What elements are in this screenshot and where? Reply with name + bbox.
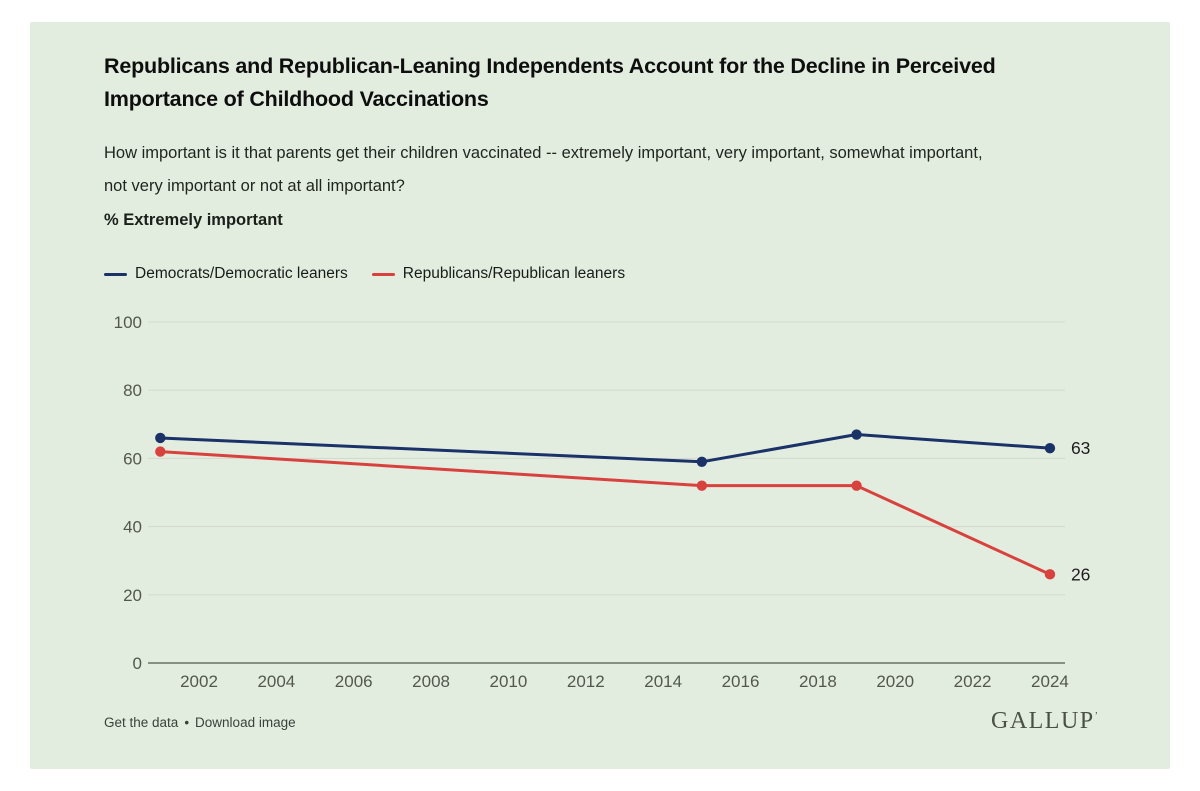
data-point	[1044, 569, 1056, 580]
x-tick-label: 2014	[644, 672, 682, 691]
x-tick-label: 2004	[257, 672, 295, 691]
y-tick-label: 40	[123, 518, 142, 537]
x-tick-label: 2018	[799, 672, 837, 691]
x-tick-label: 2008	[412, 672, 450, 691]
series-line-republicans	[158, 450, 1052, 576]
data-point	[851, 429, 862, 440]
gallup-logo: GALLUPʼ	[990, 708, 1098, 734]
y-tick-label: 0	[133, 654, 142, 673]
legend: Democrats/Democratic leaners Republicans…	[104, 265, 625, 283]
footer-separator: •	[184, 715, 190, 730]
legend-label-democrats: Democrats/Democratic leaners	[135, 265, 348, 282]
y-tick-label: 80	[123, 381, 142, 400]
data-point	[155, 446, 166, 457]
line-chart: 100 80 60 40 20 0 2002 2004 2006 2008 2010 2012 2014…	[114, 313, 1091, 691]
legend-label-republicans: Republicans/Republican leaners	[402, 265, 626, 282]
y-tick-label: 60	[123, 449, 142, 468]
y-tick-label: 100	[114, 313, 142, 332]
get-the-data-link[interactable]: Get the data	[104, 715, 179, 730]
footer-links: Get the data • Download image	[104, 715, 296, 730]
data-point	[851, 480, 862, 491]
chart-card: Republicans and Republican-Leaning Indep…	[30, 22, 1170, 769]
data-point	[155, 432, 166, 444]
republican-line-swatch-icon	[371, 272, 395, 276]
data-point	[696, 480, 708, 491]
x-tick-label: 2020	[876, 672, 914, 691]
x-tick-label: 2006	[335, 672, 373, 691]
x-tick-label: 2002	[180, 672, 218, 691]
x-tick-label: 2012	[567, 672, 605, 691]
trademark-mark: ʼ	[1094, 711, 1098, 722]
data-point	[696, 456, 708, 468]
series-end-value-label: 26	[1071, 564, 1090, 584]
measure-label: % Extremely important	[104, 211, 283, 229]
x-tick-label: 2022	[954, 672, 992, 691]
x-tick-label: 2024	[1031, 672, 1069, 691]
series-line-democrats	[158, 433, 1052, 464]
chart-title: Republicans and Republican-Leaning Indep…	[104, 54, 996, 111]
y-tick-label: 20	[123, 586, 142, 605]
x-tick-label: 2010	[490, 672, 528, 691]
download-image-link[interactable]: Download image	[195, 715, 296, 730]
legend-item-democrats: Democrats/Democratic leaners	[104, 265, 348, 283]
x-tick-label: 2016	[722, 672, 760, 691]
series-end-value-label: 63	[1071, 438, 1090, 458]
data-point	[1044, 442, 1056, 454]
legend-item-republicans: Republicans/Republican leaners	[371, 265, 626, 283]
survey-question: How important is it that parents get the…	[104, 144, 983, 195]
democrat-line-swatch-icon	[104, 272, 127, 276]
